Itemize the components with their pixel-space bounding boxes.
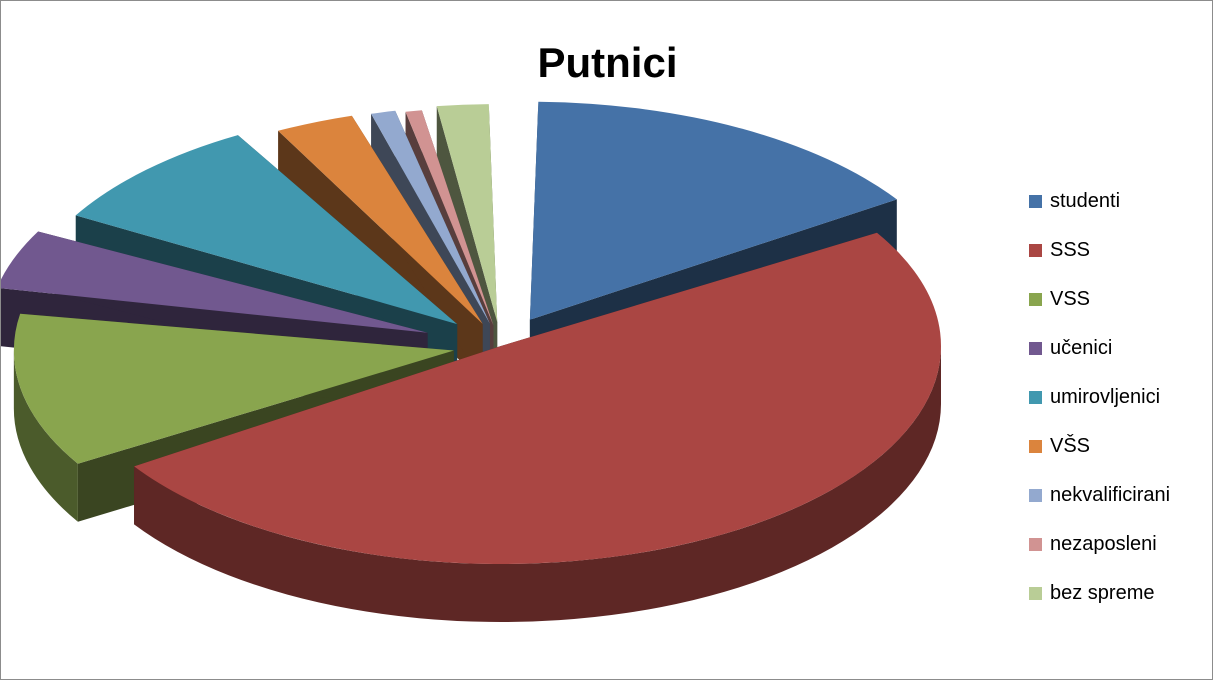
legend-swatch: [1029, 538, 1042, 551]
legend-label: SSS: [1050, 237, 1090, 263]
legend-label: učenici: [1050, 335, 1112, 361]
legend-swatch: [1029, 391, 1042, 404]
legend-label: bez spreme: [1050, 580, 1155, 606]
legend-label: VŠS: [1050, 433, 1090, 459]
legend-label: VSS: [1050, 286, 1090, 312]
legend-swatch: [1029, 489, 1042, 502]
legend-label: nezaposleni: [1050, 531, 1157, 557]
legend-label: studenti: [1050, 188, 1120, 214]
legend-label: umirovljenici: [1050, 384, 1160, 410]
legend-swatch: [1029, 195, 1042, 208]
legend-swatch: [1029, 342, 1042, 355]
legend-swatch: [1029, 293, 1042, 306]
legend-label: nekvalificirani: [1050, 482, 1170, 508]
legend-swatch: [1029, 587, 1042, 600]
legend-swatch: [1029, 244, 1042, 257]
legend-swatch: [1029, 440, 1042, 453]
